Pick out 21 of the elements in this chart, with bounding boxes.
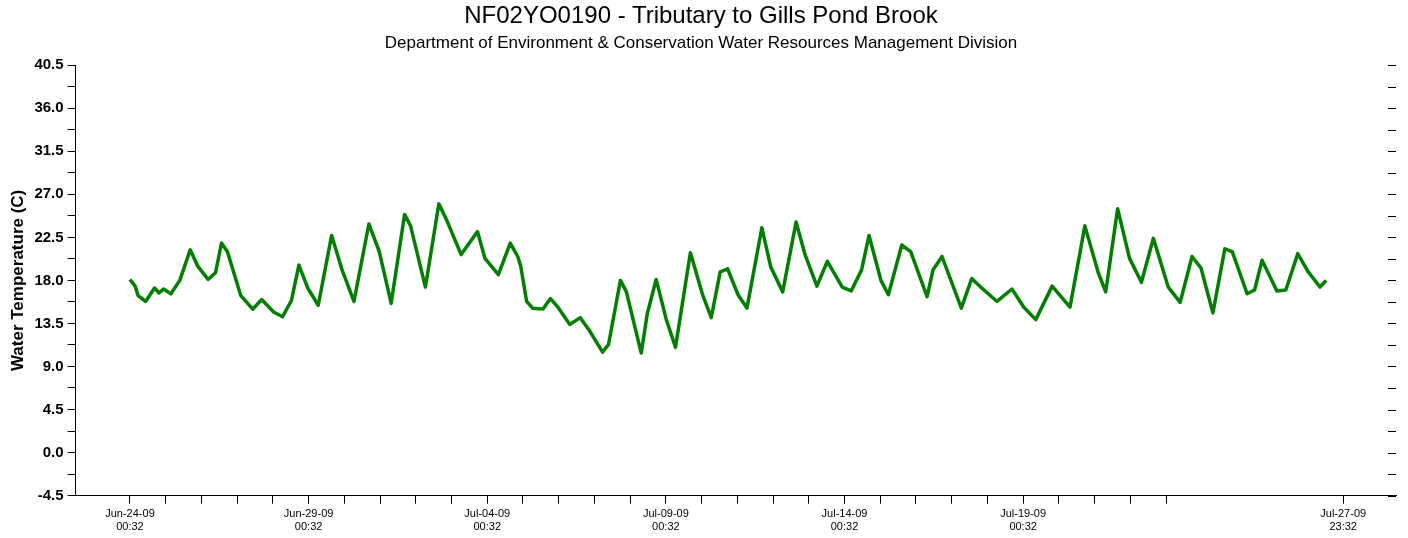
y-tick-label: 18.0 (34, 270, 64, 288)
x-tick-label: Jun-29-09 00:32 (283, 507, 334, 533)
y-tick-label: -4.5 (37, 485, 64, 503)
x-tick-label: Jul-09-09 00:32 (642, 507, 689, 533)
x-tick-label: Jun-24-09 00:32 (105, 507, 155, 533)
y-tick-label: 22.5 (34, 227, 64, 245)
y-tick-label: 40.5 (34, 55, 64, 73)
y-tick-label: 9.0 (42, 356, 64, 374)
y-tick-label: 31.5 (34, 141, 64, 159)
chart-title: NF02YO0190 - Tributary to Gills Pond Brook (464, 1, 939, 29)
y-tick-label: 27.0 (34, 184, 64, 202)
x-tick-label: Jul-27-09 23:32 (1320, 507, 1367, 533)
x-tick-label: Jul-04-09 00:32 (464, 507, 511, 533)
y-tick-label: 36.0 (34, 98, 64, 116)
x-tick-label: Jul-19-09 00:32 (1000, 507, 1047, 533)
x-tick-label: Jul-14-09 00:32 (821, 507, 868, 533)
chart-subtitle: Department of Environment & Conservation Water Resources Management Division (384, 32, 1018, 52)
y-tick-label: 13.5 (34, 313, 64, 331)
y-tick-label: 4.5 (42, 399, 64, 417)
y-tick-label: 0.0 (42, 442, 64, 460)
y-axis-title: Water Temperature (C) (7, 189, 27, 372)
